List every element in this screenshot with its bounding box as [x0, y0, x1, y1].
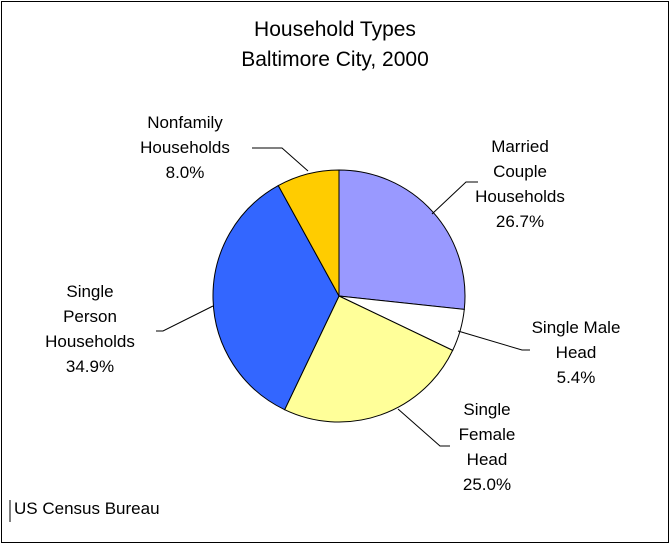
slice-value-label: 8.0% [165, 163, 205, 182]
chart-subtitle: Baltimore City, 2000 [241, 48, 429, 71]
leader-line [252, 147, 309, 172]
slice-label: Nonfamily Households [140, 113, 230, 157]
source: US Census Bureau [14, 499, 160, 518]
leader-line [397, 408, 450, 447]
leader-line [156, 305, 214, 332]
leader-line [457, 330, 530, 351]
slice-value-label: 25.0% [462, 475, 512, 494]
leader-line [431, 181, 478, 215]
pie-slice [212, 184, 340, 411]
slice-value-label: 34.9% [65, 357, 115, 376]
slice-label: Single Person Households [45, 282, 135, 351]
pie-slice [283, 295, 454, 423]
pie-slice [277, 169, 340, 297]
slice-value-label: 5.4% [556, 368, 596, 387]
slice-label: Married Couple Households [475, 137, 565, 206]
slice-label: Single Male Head [531, 318, 621, 362]
pie-slice [338, 169, 466, 310]
slice-label: Single Female Head [458, 400, 516, 469]
slice-value-label: 26.7% [495, 212, 545, 231]
chart-title: Household Types [254, 18, 416, 41]
